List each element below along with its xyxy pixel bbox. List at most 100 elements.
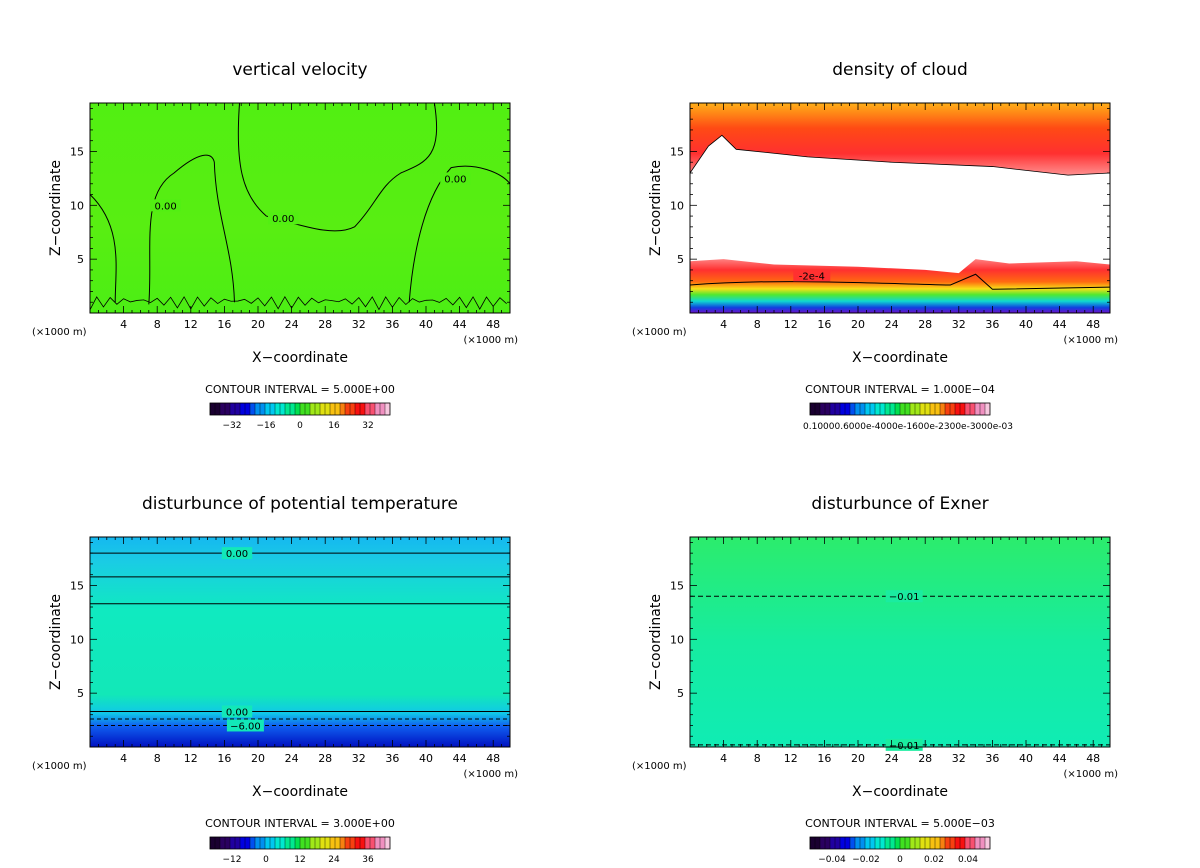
- colorbar-cell: [265, 837, 271, 849]
- colorbar-cell: [260, 837, 266, 849]
- colorbar-label: −0.02: [852, 855, 880, 865]
- colorbar-cell: [830, 403, 836, 415]
- colorbar-cell: [315, 403, 321, 415]
- colorbar-cell: [900, 837, 906, 849]
- colorbar-label: −16: [257, 421, 276, 431]
- colorbar-cell: [820, 403, 826, 415]
- y-axis-label: Z−coordinate: [48, 160, 64, 256]
- colorbar-cell: [320, 837, 326, 849]
- colorbar-cell: [215, 837, 221, 849]
- colorbar-cell: [865, 837, 871, 849]
- y-axis-label: Z−coordinate: [648, 594, 664, 690]
- colorbar-cell: [955, 403, 961, 415]
- x-tick-label: 12: [784, 752, 798, 765]
- x-tick-label: 32: [952, 318, 966, 331]
- colorbar-label: −32: [223, 421, 242, 431]
- contour-label-bg: [440, 172, 471, 185]
- colorbar-cell: [820, 837, 826, 849]
- colorbar-label: 36: [362, 855, 374, 865]
- colorbar-cell: [850, 837, 856, 849]
- y-tick-label: 15: [70, 579, 84, 592]
- colorbar-cell: [895, 837, 901, 849]
- colorbar-cell: [365, 837, 371, 849]
- colorbar-cell: [250, 837, 256, 849]
- field-fill: [690, 537, 1110, 747]
- colorbar-cell: [240, 837, 246, 849]
- x-tick-label: 28: [318, 752, 332, 765]
- contour-label: −6.00: [230, 721, 261, 732]
- colorbar-cell: [295, 403, 301, 415]
- field-fill: [90, 537, 510, 747]
- colorbar-cell: [210, 403, 216, 415]
- y-tick-label: 5: [77, 687, 84, 700]
- colorbar-cell: [210, 837, 216, 849]
- x-tick-label: 20: [851, 318, 865, 331]
- colorbar-cell: [980, 403, 986, 415]
- x-axis-label: X−coordinate: [252, 350, 348, 366]
- colorbar-cell: [320, 403, 326, 415]
- x-unit-left: (×1000 m): [632, 327, 687, 338]
- colorbar-cell: [250, 403, 256, 415]
- chart-title: disturbunce of potential temperature: [142, 494, 458, 514]
- colorbar-cell: [950, 403, 956, 415]
- colorbar-cell: [905, 837, 911, 849]
- x-unit-left: (×1000 m): [32, 761, 87, 772]
- colorbar-cell: [225, 403, 231, 415]
- colorbar-cell: [280, 837, 286, 849]
- colorbar-cell: [315, 837, 321, 849]
- contour-label-bg: [221, 705, 253, 718]
- colorbar-cell: [375, 837, 381, 849]
- x-tick-label: 48: [1086, 318, 1100, 331]
- colorbar-cell: [930, 837, 936, 849]
- colorbar-cell: [350, 837, 356, 849]
- colorbar-cell: [380, 837, 386, 849]
- x-tick-label: 32: [352, 318, 366, 331]
- colorbar-cell: [825, 837, 831, 849]
- colorbar-cell: [910, 837, 916, 849]
- contour-line: [689, 273, 1111, 290]
- colorbar-cell: [385, 403, 391, 415]
- colorbar-cell: [290, 837, 296, 849]
- colorbar-cell: [375, 403, 381, 415]
- colorbar-cell: [855, 837, 861, 849]
- x-tick-label: 24: [285, 318, 299, 331]
- x-tick-label: 36: [985, 752, 999, 765]
- x-tick-label: 12: [184, 318, 198, 331]
- x-tick-label: 48: [486, 318, 500, 331]
- x-tick-label: 40: [419, 752, 433, 765]
- x-tick-label: 24: [285, 752, 299, 765]
- colorbar-cell: [265, 403, 271, 415]
- x-tick-label: 8: [754, 318, 761, 331]
- colorbar-frame: [809, 836, 991, 850]
- colorbar-cell: [275, 837, 281, 849]
- colorbar-cell: [815, 837, 821, 849]
- colorbar-cell: [925, 837, 931, 849]
- colorbar-cell: [870, 837, 876, 849]
- colorbar-label: −12: [223, 855, 242, 865]
- colorbar-cell: [940, 403, 946, 415]
- x-tick-label: 40: [1019, 318, 1033, 331]
- contour-line: [148, 154, 235, 305]
- colorbar-cell: [235, 837, 241, 849]
- colorbar-cell: [345, 403, 351, 415]
- x-tick-label: 32: [352, 752, 366, 765]
- colorbar-cell: [815, 403, 821, 415]
- contour-label-bg: [150, 199, 181, 212]
- contour-line: [89, 296, 507, 311]
- x-tick-label: 44: [1053, 318, 1067, 331]
- contour-line: [89, 194, 117, 303]
- x-tick-label: 32: [952, 752, 966, 765]
- chart-title: disturbunce of Exner: [811, 494, 988, 514]
- contour-line: [237, 102, 438, 232]
- colorbar-cell: [230, 837, 236, 849]
- x-tick-label: 28: [918, 318, 932, 331]
- chart-title: density of cloud: [832, 60, 968, 80]
- colorbar-cell: [835, 837, 841, 849]
- colorbar-cell: [975, 837, 981, 849]
- x-tick-label: 4: [120, 318, 127, 331]
- contour-label: -2e-4: [799, 271, 825, 282]
- colorbar-cell: [325, 837, 331, 849]
- y-tick-label: 15: [70, 145, 84, 158]
- colorbar-cell: [985, 837, 991, 849]
- y-tick-label: 15: [670, 145, 684, 158]
